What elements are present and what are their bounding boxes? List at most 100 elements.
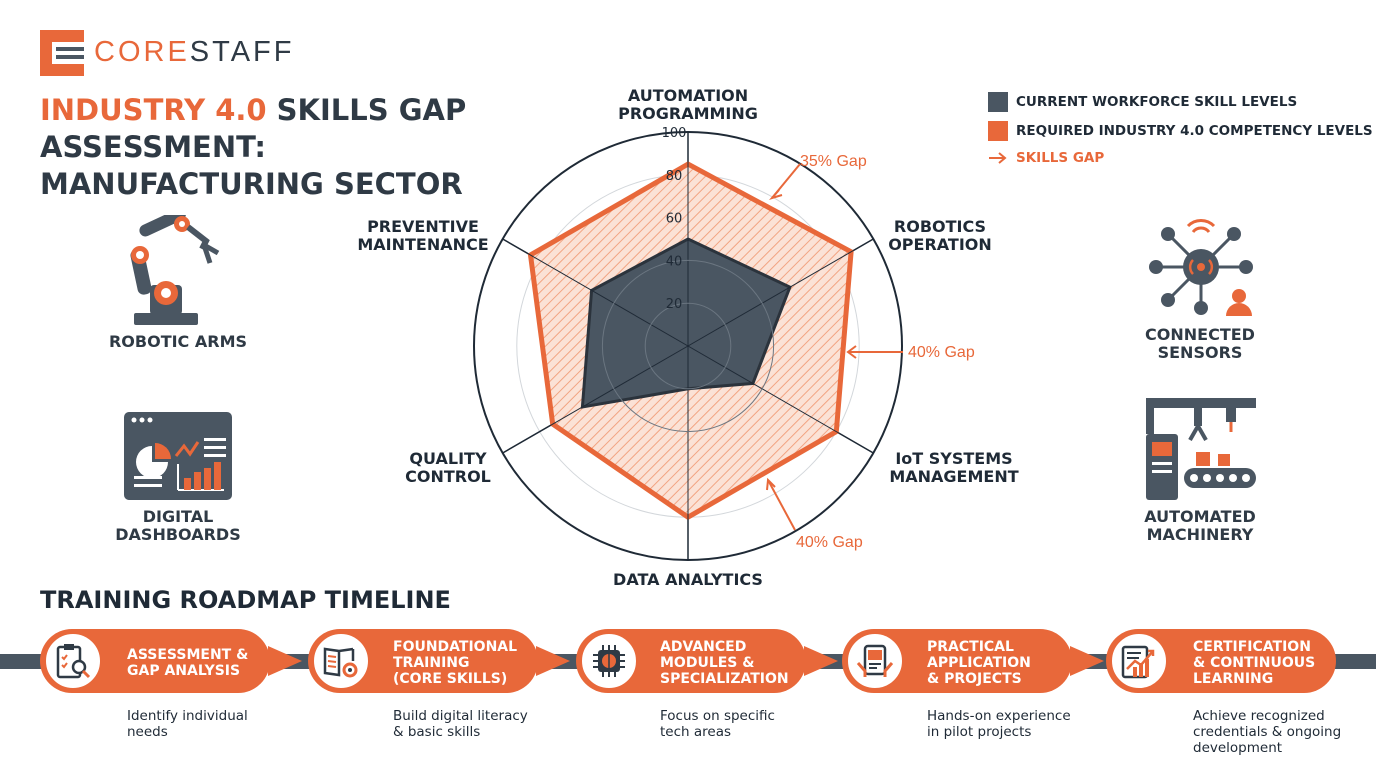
step-2-icon-circle [310, 630, 372, 692]
step-3-desc-line1: Focus on specific [660, 708, 775, 724]
brand-name: CORESTAFF [94, 36, 294, 69]
step-3-label-line1: ADVANCED [660, 639, 747, 655]
series-required-polygon [527, 161, 854, 521]
clipboard-magnifier-icon [56, 644, 91, 679]
legend-current: CURRENT WORKFORCE SKILL LEVELS [988, 92, 1297, 112]
step-5-label: CERTIFICATION & CONTINUOUS LEARNING [1193, 639, 1315, 687]
step-3-desc-line2: tech areas [660, 724, 732, 740]
radar-tick-label: 40 [666, 254, 683, 269]
robotic-arm-icon [130, 215, 220, 325]
step-5-desc-line3: development [1193, 740, 1283, 756]
connected-sensors-label: CONNECTED SENSORS [1145, 325, 1255, 362]
radar-grid-circle [516, 174, 860, 518]
step-4-desc: Hands-on experience in pilot projects [927, 708, 1071, 740]
step-1-desc-line2: needs [127, 724, 168, 740]
step-1-label-line2: GAP ANALYSIS [127, 663, 241, 679]
step-2-desc-line1: Build digital literacy [393, 708, 528, 724]
radar-spoke [502, 345, 689, 454]
legend-required: REQUIRED INDUSTRY 4.0 COMPETENCY LEVELS [988, 121, 1373, 141]
radar-spoke-overlay [502, 345, 689, 454]
step-4-icon-circle [844, 630, 906, 692]
radar-inner-circle [601, 259, 775, 433]
book-gear-icon [323, 647, 358, 678]
step-4-label-line2: APPLICATION [927, 655, 1031, 671]
gap-annotation-robotics: 40% Gap [908, 344, 975, 361]
step-5-desc-line2: credentials & ongoing [1193, 724, 1342, 740]
axis-label-data-analytics: DATA ANALYTICS [613, 570, 763, 589]
radar-tick-label: 80 [666, 169, 683, 184]
radar-spoke-overlay [502, 238, 689, 347]
step-5-label-line3: LEARNING [1193, 671, 1274, 687]
radar-spoke [502, 238, 689, 347]
axis-label-preventive: PREVENTIVE MAINTENANCE [352, 218, 494, 254]
page-title: INDUSTRY 4.0 SKILLS GAP ASSESSMENT: MANU… [40, 92, 510, 203]
radar-grid-circle [644, 302, 732, 390]
step-5-icon-circle [1108, 630, 1170, 692]
step-2-label: FOUNDATIONAL TRAINING (CORE SKILLS) [393, 639, 517, 687]
radar-tick-label: 60 [666, 212, 683, 227]
brand-part2: STAFF [189, 36, 295, 68]
timeline-arrow-1 [268, 646, 302, 676]
corestaff-logo-icon [40, 30, 84, 76]
title-line1: SKILLS GAP [266, 93, 467, 127]
legend-gap-label: SKILLS GAP [1016, 150, 1105, 166]
automated-machinery-icon [1146, 398, 1256, 500]
step-5-label-line2: & CONTINUOUS [1193, 655, 1316, 671]
timeline-arrow-2 [536, 646, 570, 676]
gap-arrow-iot [767, 479, 796, 531]
step-3-desc: Focus on specific tech areas [660, 708, 775, 740]
axis-label-iot: IoT SYSTEMS MANAGEMENT [874, 450, 1034, 486]
step-1-desc-line1: Identify individual [127, 708, 248, 724]
radar-outer-circle [473, 131, 903, 561]
digital-dashboards-text: DIGITAL DASHBOARDS [115, 507, 241, 544]
timeline-arrow-3 [804, 646, 838, 676]
axis-label-quality: QUALITY CONTROL [388, 450, 508, 486]
legend-required-label: REQUIRED INDUSTRY 4.0 COMPETENCY LEVELS [1016, 123, 1373, 139]
step-1-desc: Identify individual needs [127, 708, 248, 740]
chip-brain-icon [593, 645, 625, 677]
axis-label-robotics-text: ROBOTICS OPERATION [888, 217, 992, 254]
title-highlight: INDUSTRY 4.0 [40, 93, 267, 127]
step-4-label: PRACTICAL APPLICATION & PROJECTS [927, 639, 1031, 687]
step-2-label-line1: FOUNDATIONAL [393, 639, 518, 655]
step-3-label-line3: SPECIALIZATION [660, 671, 789, 687]
step-3-icon-circle [578, 630, 640, 692]
step-2-desc: Build digital literacy & basic skills [393, 708, 528, 740]
step-1-label-line1: ASSESSMENT & [127, 647, 249, 663]
axis-label-automation: AUTOMATION PROGRAMMING [588, 87, 788, 123]
automated-machinery-label: AUTOMATED MACHINERY [1144, 507, 1256, 544]
step-4-desc-line1: Hands-on experience [927, 708, 1071, 724]
step-4-label-line3: & PROJECTS [927, 671, 1022, 687]
legend-current-swatch [988, 92, 1008, 112]
radar-tick-label: 100 [662, 126, 687, 141]
title-line3: MANUFACTURING SECTOR [40, 167, 463, 201]
axis-label-robotics: ROBOTICS OPERATION [870, 218, 1010, 254]
gap-arrow-icon [989, 152, 1007, 164]
radar-spoke [687, 345, 874, 454]
step-5-desc-line1: Achieve recognized [1193, 708, 1325, 724]
gap-arrowhead-robotics [846, 345, 857, 359]
legend-current-label: CURRENT WORKFORCE SKILL LEVELS [1016, 94, 1298, 110]
robotic-arms-label: ROBOTIC ARMS [108, 332, 248, 351]
radar-grid-circle [601, 259, 775, 433]
step-2-desc-line2: & basic skills [393, 724, 481, 740]
radar-grid-circle [559, 217, 817, 475]
timeline-arrow-4 [1070, 646, 1104, 676]
axis-label-automation-text: AUTOMATION PROGRAMMING [618, 86, 758, 123]
tablet-hands-icon [856, 644, 894, 677]
step-3-label: ADVANCED MODULES & SPECIALIZATION [660, 639, 789, 687]
radar-spoke-overlay [687, 238, 874, 347]
legend-gap: SKILLS GAP [988, 150, 1104, 166]
step-2-label-line2: TRAINING [393, 655, 470, 671]
connected-sensors-icon [1149, 219, 1253, 316]
step-5-desc: Achieve recognized credentials & ongoing… [1193, 708, 1341, 756]
series-current-polygon [580, 237, 792, 409]
step-1-label: ASSESSMENT & GAP ANALYSIS [127, 647, 248, 679]
certificate-chart-icon [1121, 645, 1155, 679]
legend-required-swatch [988, 121, 1008, 141]
radar-tick-label: 20 [666, 297, 683, 312]
step-3-label-line2: MODULES & [660, 655, 755, 671]
radar-inner-circle [644, 302, 732, 390]
radar-spoke-overlay [687, 345, 874, 454]
title-line2: ASSESSMENT: [40, 130, 266, 164]
